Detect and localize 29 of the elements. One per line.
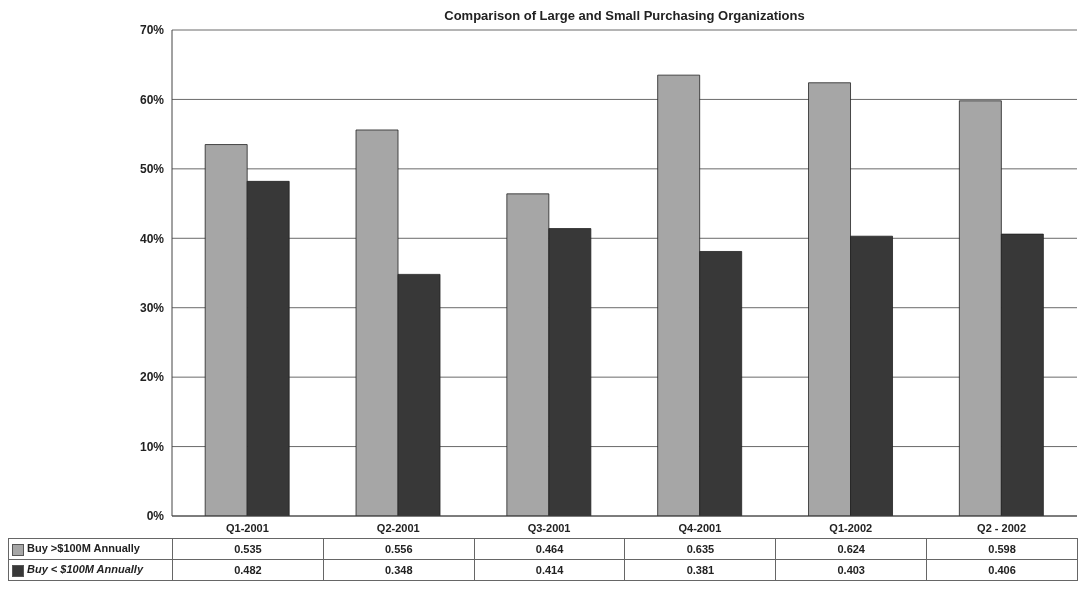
chart-title: Comparison of Large and Small Purchasing Organizations bbox=[443, 8, 806, 23]
data-label: 0.624 bbox=[775, 538, 927, 560]
x-tick-label: Q4-2001 bbox=[678, 521, 722, 534]
data-label: 0.598 bbox=[926, 538, 1078, 560]
data-label: 0.381 bbox=[624, 559, 776, 581]
x-tick-label: Q2 - 2002 bbox=[977, 521, 1027, 534]
data-label: 0.464 bbox=[474, 538, 625, 560]
y-tick-label: 10% bbox=[139, 439, 165, 454]
y-tick-label: 20% bbox=[139, 370, 165, 385]
data-label: 0.482 bbox=[172, 559, 324, 581]
data-label: 0.403 bbox=[775, 559, 927, 581]
y-tick-label: 40% bbox=[139, 231, 165, 246]
data-label: 0.414 bbox=[474, 559, 625, 581]
y-tick-label: 0% bbox=[146, 509, 165, 524]
data-label: 0.635 bbox=[624, 538, 776, 560]
x-tick-label: Q2-2001 bbox=[376, 521, 420, 534]
data-label: 0.535 bbox=[172, 538, 324, 560]
data-label: 0.556 bbox=[323, 538, 475, 560]
y-tick-label: 60% bbox=[139, 92, 165, 107]
data-label: 0.348 bbox=[323, 559, 475, 581]
y-tick-label: 70% bbox=[139, 23, 165, 38]
x-tick-label: Q3-2001 bbox=[527, 521, 571, 534]
legend-label: Buy < $100M Annually bbox=[8, 559, 173, 581]
y-tick-label: 50% bbox=[139, 162, 165, 177]
y-tick-label: 30% bbox=[139, 300, 165, 315]
x-tick-label: Q1-2002 bbox=[829, 521, 873, 534]
legend-label: Buy >$100M Annually bbox=[8, 538, 173, 560]
x-tick-label: Q1-2001 bbox=[226, 521, 269, 534]
data-label: 0.406 bbox=[926, 559, 1078, 581]
